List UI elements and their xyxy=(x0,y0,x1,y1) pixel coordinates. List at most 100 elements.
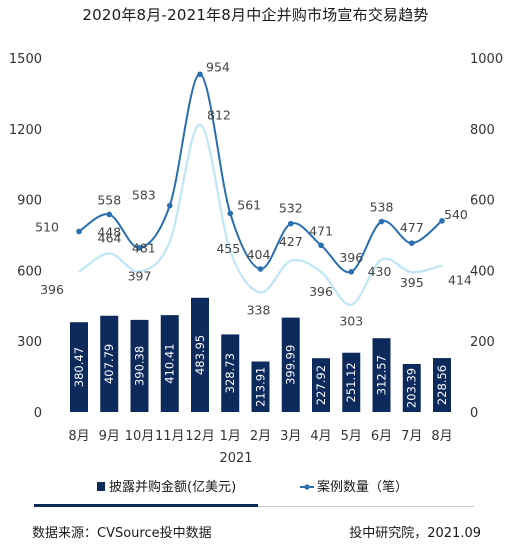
bar-value-label: 483.95 xyxy=(193,335,207,375)
left-axis-tick-label: 900 xyxy=(17,194,42,209)
left-axis: 0 300 600 900 1200 1500 xyxy=(9,52,42,421)
bar-value-label: 227.92 xyxy=(314,365,328,405)
light-series-value-label: 397 xyxy=(128,268,152,283)
bar-value-label: 407.79 xyxy=(102,344,116,384)
x-axis-tick-label: 3月 xyxy=(280,429,301,444)
right-axis-tick-label: 0 xyxy=(470,406,478,421)
bar xyxy=(100,315,119,412)
legend: 披露并购金额(亿美元) 案例数量（笔） xyxy=(97,479,408,495)
bar xyxy=(191,297,209,412)
x-axis-tick-label: 12月 xyxy=(185,429,215,444)
light-series-value-label: 430 xyxy=(368,264,392,279)
line-point xyxy=(257,266,264,272)
left-axis-tick-label: 1500 xyxy=(9,52,42,67)
line-point xyxy=(318,242,324,249)
bar-value-label: 203.39 xyxy=(405,368,419,408)
cases-value-label: 954 xyxy=(206,59,230,74)
left-axis-tick-label: 300 xyxy=(17,335,42,350)
credit-note: 投中研究院，2021.09 xyxy=(349,526,481,541)
bar xyxy=(281,317,300,412)
cases-value-label: 477 xyxy=(400,220,424,235)
line-point xyxy=(378,218,385,225)
x-axis-tick-label: 1月 xyxy=(220,429,241,444)
cases-value-label: 510 xyxy=(35,219,59,234)
cases-value-label: 471 xyxy=(309,223,333,238)
x-axis-year-label: 2021 xyxy=(219,451,252,466)
right-axis: 0 200 400 600 800 1000 xyxy=(470,52,503,421)
chart-title: 2020年8月-2021年8月中企并购市场宣布交易趋势 xyxy=(82,6,429,24)
x-axis-tick-label: 11月 xyxy=(155,429,185,444)
x-axis-tick-label: 9月 xyxy=(99,429,120,444)
cases-value-label: 561 xyxy=(237,197,261,212)
line-point xyxy=(348,269,355,275)
x-axis-tick-label: 2月 xyxy=(250,429,271,444)
legend-swatch-marker xyxy=(304,484,310,490)
right-axis-tick-label: 600 xyxy=(470,194,495,209)
bar xyxy=(130,319,149,412)
footer-accent-bar xyxy=(34,504,258,507)
line-point xyxy=(408,240,415,246)
bar xyxy=(70,322,88,412)
light-series-value-label: 338 xyxy=(247,302,271,317)
cases-value-label: 532 xyxy=(279,201,303,216)
bar xyxy=(433,358,451,412)
legend-swatch-bars xyxy=(97,482,105,491)
light-series-value-label: 396 xyxy=(309,284,333,299)
cases-value-label: 583 xyxy=(132,188,156,203)
line-point xyxy=(287,220,294,227)
series-line-light xyxy=(78,123,443,306)
x-axis-tick-label: 5月 xyxy=(341,429,362,444)
bar xyxy=(221,334,240,412)
cases-value-label: 558 xyxy=(97,192,121,207)
line-point xyxy=(197,71,203,78)
right-axis-tick-label: 400 xyxy=(470,264,495,279)
bar xyxy=(251,361,270,412)
bar-value-label: 228.56 xyxy=(435,365,449,405)
line-point xyxy=(76,228,82,235)
bar-value-label: 390.38 xyxy=(133,346,147,386)
bar xyxy=(342,352,361,412)
bar xyxy=(312,358,330,412)
line-point xyxy=(106,211,113,218)
light-series-value-label: 414 xyxy=(448,272,472,287)
bar-value-label: 410.41 xyxy=(163,343,177,383)
x-axis-tick-label: 10月 xyxy=(125,429,155,444)
cases-value-label: 464 xyxy=(98,231,122,246)
bar-value-label: 399.99 xyxy=(284,345,298,385)
x-axis-tick-label: 6月 xyxy=(371,429,392,444)
cases-value-label: 538 xyxy=(370,200,394,215)
cases-value-label: 540 xyxy=(444,207,468,222)
line-series: 510 558 464 583 954 561 404 532 471 396 538 477 540 3… xyxy=(35,59,472,328)
line-point xyxy=(227,210,234,217)
cases-value-label: 396 xyxy=(339,250,363,265)
light-series-value-label: 303 xyxy=(339,314,363,329)
right-axis-tick-label: 800 xyxy=(470,123,495,138)
bar-value-label: 328.73 xyxy=(223,353,237,393)
bar-value-label: 312.57 xyxy=(375,355,389,395)
light-series-value-label: 455 xyxy=(216,241,240,256)
bar-value-label: 380.47 xyxy=(72,347,86,387)
legend-label-line: 案例数量（笔） xyxy=(317,479,408,495)
bar-series: 380.47 407.79 390.38 410.41 483.95 328.73 213.… xyxy=(70,297,451,412)
bar-value-label: 213.91 xyxy=(254,367,268,407)
cases-value-label: 404 xyxy=(247,247,271,262)
line-point xyxy=(136,244,143,251)
left-axis-tick-label: 1200 xyxy=(9,123,42,138)
legend-label-bars: 披露并购金额(亿美元) xyxy=(109,479,236,495)
left-axis-tick-label: 600 xyxy=(17,264,42,279)
x-axis-tick-label: 7月 xyxy=(401,429,422,444)
source-note: 数据来源：CVSource投中数据 xyxy=(32,526,212,541)
bar xyxy=(372,338,391,412)
line-point xyxy=(439,218,445,224)
x-axis-tick-label: 8月 xyxy=(68,429,89,444)
series-line-cases xyxy=(78,73,443,274)
light-series-value-label: 448 xyxy=(97,224,121,239)
bar xyxy=(402,363,421,412)
left-axis-tick-label: 0 xyxy=(34,406,42,421)
x-axis: 8月 9月 10月 11月 12月 1月 2月 3月 4月 5月 6月 7月 8月 2021 xyxy=(68,429,452,466)
line-point xyxy=(166,202,173,209)
bar xyxy=(160,315,179,412)
light-series-value-label: 396 xyxy=(40,282,64,297)
right-axis-tick-label: 200 xyxy=(470,335,495,350)
